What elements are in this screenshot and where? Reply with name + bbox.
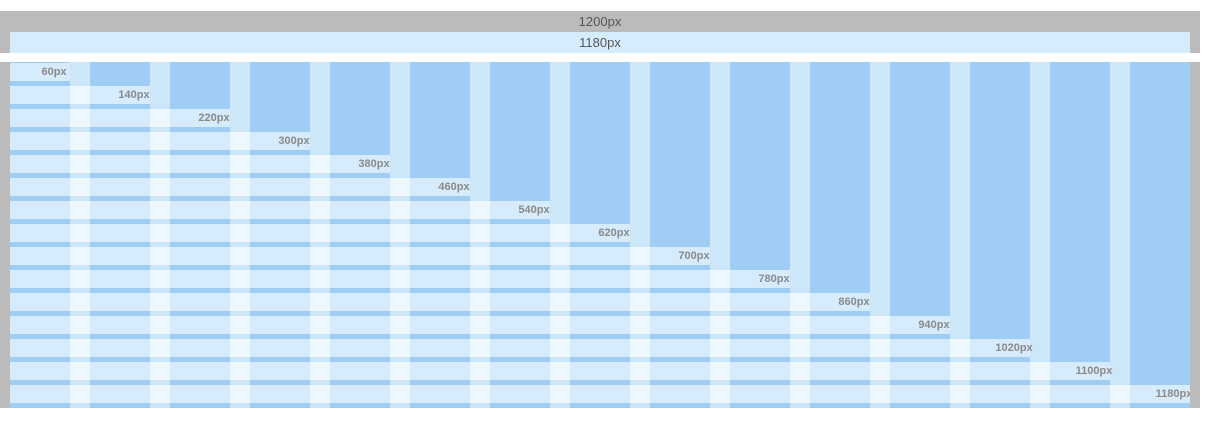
- span-row-fill: [10, 247, 710, 265]
- span-row-label: 1100px: [1075, 365, 1113, 377]
- column-end-cap: [490, 200, 550, 201]
- span-row-label: 460px: [438, 181, 470, 193]
- span-row-fill: [10, 385, 1190, 403]
- span-row-fill: [10, 63, 70, 81]
- column-grid: 60px 140px 220px 300px 380px 460px 540px 620px 7…: [10, 62, 1190, 408]
- span-row-fill: [10, 178, 470, 196]
- span-row-label: 1180px: [1155, 388, 1190, 400]
- span-row-fill: [10, 270, 790, 288]
- grid-column: [1050, 62, 1110, 408]
- span-row-fill: [10, 132, 310, 150]
- grid-column: [1130, 62, 1190, 408]
- span-row-label: 1020px: [995, 342, 1033, 354]
- span-row-label: 620px: [598, 227, 630, 239]
- span-row-fill: [10, 362, 1110, 380]
- column-end-cap: [170, 108, 230, 109]
- column-end-cap: [730, 269, 790, 270]
- span-row-label: 780px: [758, 273, 790, 285]
- span-row-label: 380px: [358, 158, 390, 170]
- span-row-label: 540px: [518, 204, 550, 216]
- span-row-fill: [10, 293, 870, 311]
- column-end-cap: [1050, 361, 1110, 362]
- span-row-label: 220px: [198, 112, 230, 124]
- span-row-fill: [10, 201, 550, 219]
- column-end-cap: [410, 177, 470, 178]
- column-end-cap: [810, 292, 870, 293]
- span-row-label: 860px: [838, 296, 870, 308]
- span-row-label: 60px: [41, 66, 67, 78]
- span-row-fill: [10, 224, 630, 242]
- span-row-fill: [10, 86, 150, 104]
- span-row-fill: [10, 339, 1030, 357]
- span-row-fill: [10, 316, 950, 334]
- container-width-label: 1200px: [578, 14, 622, 29]
- span-row-label: 300px: [278, 135, 310, 147]
- span-row: [10, 86, 1190, 104]
- span-row-fill: [10, 155, 390, 173]
- column-end-cap: [890, 315, 950, 316]
- column-end-cap: [570, 223, 630, 224]
- column-end-cap: [1130, 384, 1190, 385]
- column-end-cap: [250, 131, 310, 132]
- span-row-label: 940px: [918, 319, 950, 331]
- column-end-cap: [90, 85, 150, 86]
- column-end-cap: [10, 62, 70, 63]
- span-row-label: 140px: [118, 89, 150, 101]
- span-row: [10, 63, 1190, 81]
- container-band-frame: 1200px 1180px: [0, 11, 1200, 53]
- span-row-label: 700px: [678, 250, 710, 262]
- column-end-cap: [650, 246, 710, 247]
- column-end-cap: [970, 338, 1030, 339]
- content-width-band: 1180px: [10, 32, 1190, 53]
- column-end-cap: [330, 154, 390, 155]
- content-width-label: 1180px: [579, 35, 621, 50]
- span-row-fill: [10, 109, 230, 127]
